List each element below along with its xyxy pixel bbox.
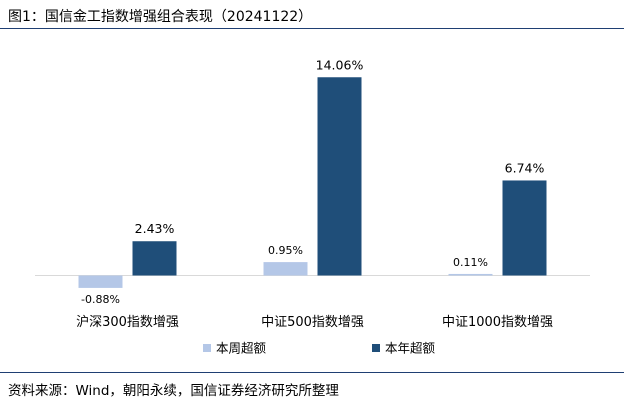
top-rule — [0, 28, 624, 29]
bar-s1-c3 — [448, 273, 493, 276]
legend-label-2: 本年超额 — [385, 341, 436, 356]
source-note: 资料来源：Wind，朝阳永续，国信证券经济研究所整理 — [8, 383, 339, 399]
legend-swatch-2 — [372, 344, 380, 352]
data-label-s1-c2: 0.95% — [268, 244, 303, 257]
legend-swatch-1 — [203, 344, 211, 352]
legend-label-1: 本周超额 — [216, 341, 267, 356]
data-label-s1-c3: 0.11% — [453, 256, 488, 269]
data-label-s2-c3: 6.74% — [505, 160, 545, 175]
data-label-s2-c1: 2.43% — [135, 221, 175, 236]
bar-s1-c2 — [263, 262, 308, 276]
data-label-s1-c1: -0.88% — [81, 293, 120, 306]
category-label-1: 沪深300指数增强 — [76, 314, 179, 330]
bar-s2-c3 — [502, 180, 547, 276]
figure-title: 图1：国信金工指数增强组合表现（20241122） — [8, 9, 313, 25]
bar-chart: -0.88% 2.43% 沪深300指数增强 0.95% 14.06% 中证500指数增强… — [35, 57, 590, 356]
data-label-s2-c2: 14.06% — [316, 57, 364, 72]
bar-s2-c1 — [132, 241, 177, 276]
category-label-3: 中证1000指数增强 — [442, 315, 553, 330]
bar-s1-c1 — [78, 275, 123, 288]
bottom-rule — [0, 372, 624, 373]
category-label-2: 中证500指数增强 — [261, 315, 364, 330]
bar-s2-c2 — [317, 77, 362, 276]
